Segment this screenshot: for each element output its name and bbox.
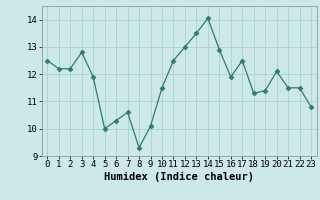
X-axis label: Humidex (Indice chaleur): Humidex (Indice chaleur) — [104, 172, 254, 182]
